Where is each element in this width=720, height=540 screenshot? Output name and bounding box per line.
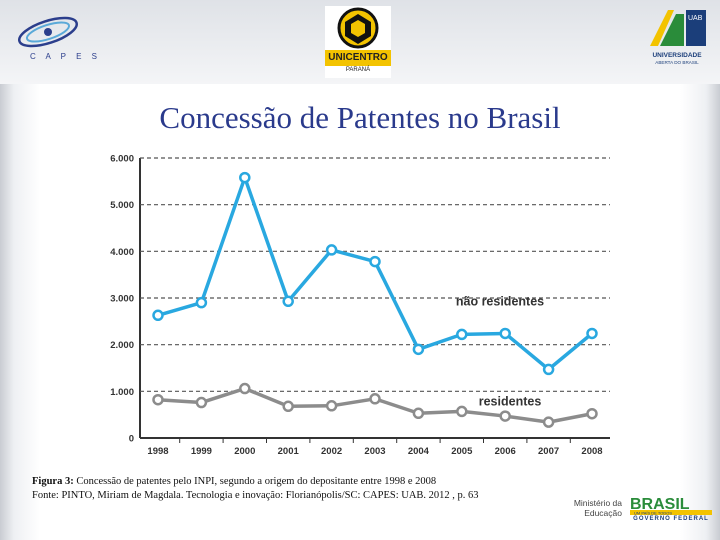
x-tick-label: 2007 [538, 446, 559, 457]
caption-label: Figura 3: [32, 476, 74, 487]
x-tick-label: 2003 [364, 446, 385, 457]
data-point [152, 309, 164, 322]
data-point [542, 416, 555, 428]
data-point [456, 328, 468, 341]
capes-emblem-icon [18, 16, 78, 48]
data-point [456, 405, 468, 418]
brasil-wordmark: BRASIL [630, 496, 690, 513]
figure-caption: Figura 3: Concessão de patentes pelo INP… [32, 475, 592, 503]
x-tick-label: 2004 [408, 446, 430, 457]
data-point [282, 295, 294, 308]
y-tick-label: 6.000 [110, 154, 134, 165]
data-point [369, 255, 381, 268]
x-tick-label: 2008 [581, 446, 602, 457]
ministry-logo-text: Ministério da Educação [573, 498, 622, 518]
data-point [195, 296, 208, 309]
legend-label-residentes: residentes [479, 395, 542, 409]
y-tick-label: 0 [129, 434, 134, 445]
uab-name-line1: UNIVERSIDADE [652, 52, 702, 59]
y-tick-label: 1.000 [110, 387, 134, 398]
data-point [586, 407, 598, 420]
capes-logo: C A P E S [14, 8, 104, 70]
data-point [499, 410, 511, 422]
data-point [239, 171, 251, 184]
data-point [239, 382, 251, 395]
x-tick-label: 2001 [278, 446, 300, 457]
x-tick-label: 2006 [495, 446, 516, 457]
caption-source: Fonte: PINTO, Miriam de Magdala. Tecnolo… [32, 490, 479, 501]
data-point [586, 327, 598, 340]
y-tick-label: 5.000 [110, 200, 134, 211]
data-point [282, 400, 294, 413]
unicentro-subtitle: PARANÁ [345, 67, 371, 73]
slide-title: Concessão de Patentes no Brasil [159, 100, 561, 135]
x-tick-label: 2002 [321, 446, 342, 457]
patents-line-chart: 0 1.000 2.000 3.000 4.000 5.000 6.000 1998 1999 2… [100, 148, 620, 460]
data-point [325, 244, 338, 256]
uab-logo: UAB UNIVERSIDADE ABERTA DO BRASIL [640, 6, 714, 70]
series-line-nao-residentes [157, 175, 594, 372]
unicentro-wordmark: UNICENTRO [325, 50, 391, 66]
data-point [542, 363, 555, 376]
data-point [412, 407, 425, 420]
uab-mark: UAB [688, 15, 703, 22]
chart-svg: 0 1.000 2.000 3.000 4.000 5.000 6.000 1998 1999 2… [110, 154, 610, 457]
caption-text: Concessão de patentes pelo INPI, segundo… [73, 476, 437, 487]
uab-emblem-icon: UAB [650, 10, 706, 46]
gov-federal-text: GOVERNO FEDERAL [633, 516, 709, 522]
data-point [325, 400, 338, 412]
data-point [499, 327, 511, 340]
brasil-wordmark-icon: BRASIL UM PAÍS DE TODOS [630, 496, 712, 515]
x-tick-label: 2000 [234, 446, 255, 457]
data-point [195, 396, 208, 409]
y-tick-label: 2.000 [110, 340, 134, 351]
data-point [152, 393, 164, 406]
x-tick-label: 1999 [191, 446, 212, 457]
x-tick-label: 1998 [147, 446, 168, 457]
y-tick-label: 3.000 [110, 294, 134, 305]
brasil-tagline: UM PAÍS DE TODOS [634, 510, 672, 515]
data-point [412, 343, 425, 356]
legend-label-nao-residentes: não residentes [456, 294, 544, 308]
uab-name-line2: ABERTA DO BRASIL [655, 60, 699, 65]
unicentro-logo: UNICENTRO PARANÁ [325, 6, 391, 78]
brasil-logo: BRASIL UM PAÍS DE TODOS GOVERNO FEDERAL [628, 494, 714, 526]
data-point [369, 393, 381, 405]
y-tick-label: 4.000 [110, 247, 134, 258]
capes-wordmark: C A P E S [30, 52, 101, 61]
x-tick-label: 2005 [451, 446, 473, 457]
unicentro-emblem-icon [337, 7, 379, 49]
